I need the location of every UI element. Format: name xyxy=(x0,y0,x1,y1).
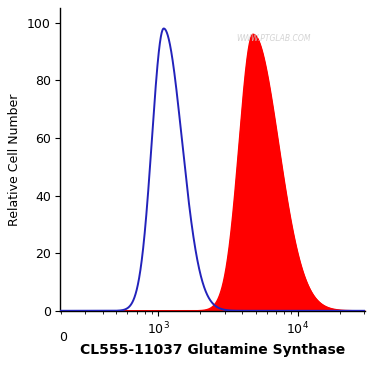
Text: 0: 0 xyxy=(59,331,68,344)
X-axis label: CL555-11037 Glutamine Synthase: CL555-11037 Glutamine Synthase xyxy=(80,343,345,357)
Y-axis label: Relative Cell Number: Relative Cell Number xyxy=(8,93,21,226)
Text: WWW.PTGLAB.COM: WWW.PTGLAB.COM xyxy=(236,34,311,43)
